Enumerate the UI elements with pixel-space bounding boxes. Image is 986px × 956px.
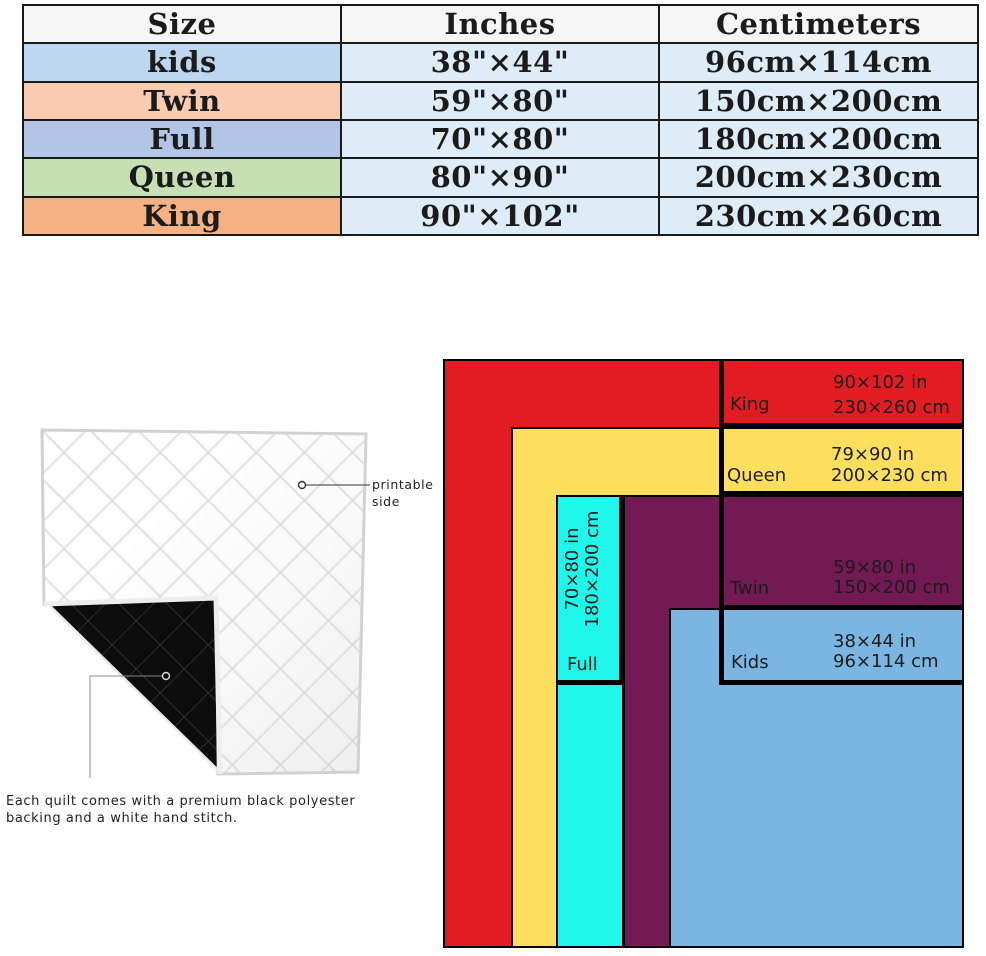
- size-table-header-row: Size Inches Centimeters: [22, 3, 979, 45]
- twin-cm: 150×200 cm: [833, 577, 950, 598]
- table-row: Full 70"×80" 180cm×200cm: [22, 118, 979, 160]
- printable-label-line2: side: [372, 494, 401, 509]
- caption-line1: Each quilt comes with a premium black po…: [6, 794, 356, 809]
- bed-size-diagram: King 90×102 in 230×260 cm Queen 79×90 in…: [443, 359, 964, 948]
- kids-cm: 96×114 cm: [833, 651, 939, 672]
- queen-inches: 79×90 in: [831, 444, 915, 465]
- full-inches: 70×80 in: [562, 527, 583, 611]
- size-cell: kids: [22, 42, 342, 83]
- king-inches: 90×102 in: [833, 372, 928, 393]
- queen-label: Queen: [727, 465, 787, 486]
- label-divider-vertical: [719, 359, 724, 684]
- table-row: kids 38"×44" 96cm×114cm: [22, 42, 979, 83]
- inches-cell: 80"×90": [340, 157, 660, 198]
- divider-full-bottom: [556, 680, 624, 685]
- size-cell: Full: [22, 118, 342, 160]
- quilt-image: [40, 428, 370, 778]
- inches-cell: 38"×44": [340, 42, 660, 83]
- header-centimeters: Centimeters: [658, 3, 979, 45]
- divider-twin-kids: [719, 605, 964, 610]
- twin-label: Twin: [730, 578, 770, 599]
- size-table: Size Inches Centimeters kids 38"×44" 96c…: [22, 3, 979, 237]
- kids-inches: 38×44 in: [833, 631, 917, 652]
- quilt-illustration: [40, 428, 370, 778]
- full-dims: 70×80 in 180×200 cm: [562, 504, 607, 634]
- inches-cell: 59"×80": [340, 80, 660, 121]
- divider-kids-bottom: [719, 680, 964, 685]
- divider-full-right: [619, 495, 624, 685]
- printable-callout-dot: [297, 480, 307, 490]
- cm-cell: 150cm×200cm: [658, 80, 979, 121]
- full-block: [556, 495, 624, 948]
- divider-king-queen: [719, 423, 964, 428]
- king-cm: 230×260 cm: [833, 397, 950, 418]
- printable-side-label: printable side: [372, 476, 434, 510]
- kids-label: Kids: [731, 652, 769, 673]
- full-cm: 180×200 cm: [582, 510, 603, 628]
- full-label: Full: [567, 654, 598, 675]
- size-cell: Twin: [22, 80, 342, 121]
- size-cell: King: [22, 195, 342, 237]
- cm-cell: 180cm×200cm: [658, 118, 979, 160]
- kids-block: [669, 608, 964, 948]
- quilt-caption: Each quilt comes with a premium black po…: [6, 793, 355, 827]
- inches-cell: 70"×80": [340, 118, 660, 160]
- header-inches: Inches: [340, 3, 660, 45]
- header-size: Size: [22, 3, 342, 45]
- cm-cell: 96cm×114cm: [658, 42, 979, 83]
- queen-cm: 200×230 cm: [831, 465, 948, 486]
- table-row: King 90"×102" 230cm×260cm: [22, 195, 979, 237]
- inches-cell: 90"×102": [340, 195, 660, 237]
- printable-label-line1: printable: [372, 477, 434, 492]
- divider-queen-twin: [719, 491, 964, 496]
- backing-callout-dot: [161, 671, 171, 681]
- cm-cell: 200cm×230cm: [658, 157, 979, 198]
- table-row: Twin 59"×80" 150cm×200cm: [22, 80, 979, 121]
- table-row: Queen 80"×90" 200cm×230cm: [22, 157, 979, 198]
- cm-cell: 230cm×260cm: [658, 195, 979, 237]
- size-cell: Queen: [22, 157, 342, 198]
- twin-inches: 59×80 in: [833, 557, 917, 578]
- king-label: King: [730, 394, 770, 415]
- caption-line2: backing and a white hand stitch.: [6, 811, 238, 826]
